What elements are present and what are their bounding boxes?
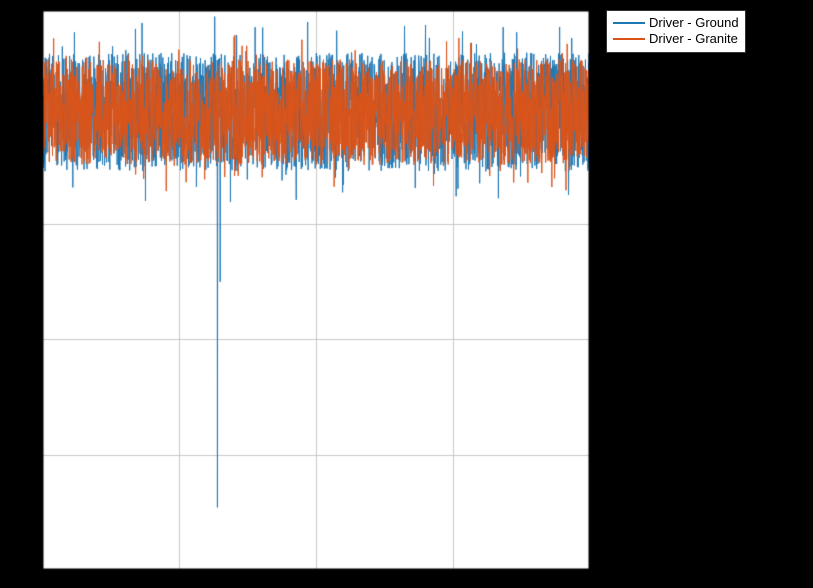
legend-swatch (613, 38, 645, 40)
legend-item: Driver - Ground (613, 15, 739, 31)
plot-border (42, 10, 590, 570)
legend-label: Driver - Ground (649, 15, 739, 31)
legend: Driver - GroundDriver - Granite (606, 10, 746, 53)
chart-stage: Driver - GroundDriver - Granite (0, 0, 813, 588)
plot-area (42, 10, 590, 570)
legend-swatch (613, 22, 645, 24)
legend-label: Driver - Granite (649, 31, 738, 47)
legend-item: Driver - Granite (613, 31, 739, 47)
